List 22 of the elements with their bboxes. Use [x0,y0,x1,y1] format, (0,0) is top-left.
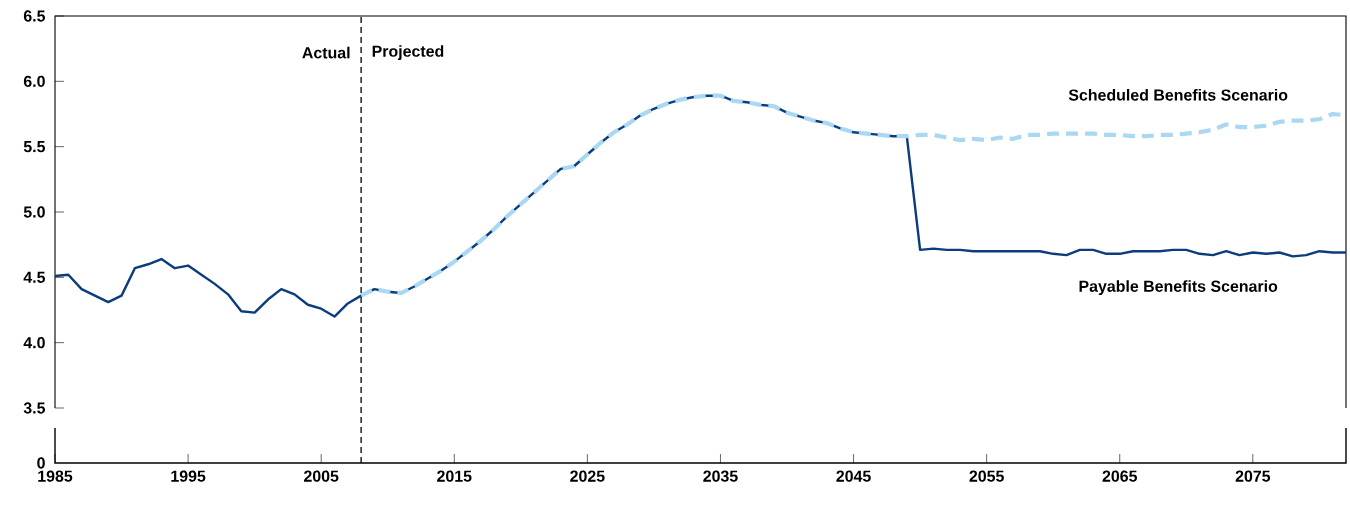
y-tick-label: 5.5 [23,141,46,153]
y-tick-label: 5.0 [23,206,45,218]
x-tick-label: 2065 [1102,470,1138,482]
x-tick-label: 2045 [836,470,871,482]
x-tick-label: 1995 [171,470,206,482]
y-tick-label: 4.5 [23,271,46,283]
series-label: Payable Benefits Scenario [1079,280,1278,296]
y-tick-label: 6.0 [23,75,45,87]
annotation: Projected [372,45,444,61]
x-tick-label: 1985 [38,470,73,482]
series-label: Scheduled Benefits Scenario [1068,88,1288,101]
text: 0 [37,457,45,469]
x-tick-label: 2025 [570,470,605,482]
y-tick-label: 6.5 [23,10,46,22]
x-tick-label: 2075 [1235,470,1271,482]
annotation: Actual [302,46,350,59]
x-tick-label: 2005 [304,470,339,482]
x-tick-label: 2035 [703,470,738,482]
y-tick-label: 3.5 [23,402,46,414]
x-tick-label: 2015 [437,470,472,482]
x-tick-label: 2055 [969,470,1004,482]
y-tick-label: 4.0 [23,337,45,349]
